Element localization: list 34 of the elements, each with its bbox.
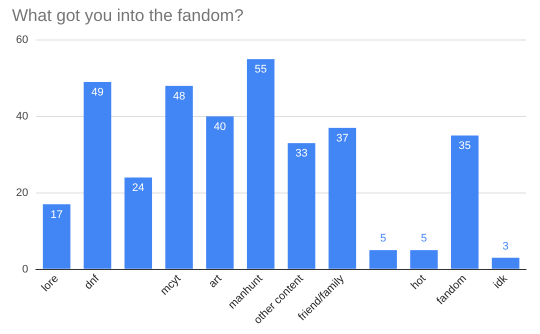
data-label: 3 bbox=[502, 240, 509, 252]
bar bbox=[165, 86, 193, 269]
data-label: 55 bbox=[254, 64, 267, 76]
data-label: 37 bbox=[336, 132, 348, 144]
data-label: 49 bbox=[91, 86, 104, 99]
y-tick-label: 20 bbox=[16, 186, 28, 199]
bar bbox=[84, 82, 112, 269]
y-tick-label: 0 bbox=[22, 263, 28, 276]
x-tick-label: lore bbox=[39, 272, 61, 294]
x-tick-label: art bbox=[206, 272, 224, 290]
x-tick-label: dnf bbox=[82, 272, 102, 292]
bar bbox=[369, 250, 397, 269]
chart-title: What got you into the fandom? bbox=[12, 6, 244, 26]
data-label: 5 bbox=[420, 232, 428, 245]
y-tick-label: 60 bbox=[16, 34, 28, 46]
bar bbox=[328, 128, 356, 269]
data-label: 35 bbox=[458, 140, 471, 152]
data-label: 5 bbox=[380, 232, 386, 245]
bar bbox=[451, 136, 479, 269]
x-tick-label: idk bbox=[491, 272, 510, 292]
bar bbox=[492, 258, 520, 269]
data-label: 17 bbox=[50, 208, 63, 221]
data-label: 48 bbox=[172, 90, 186, 102]
x-tick-label: hot bbox=[408, 272, 428, 292]
data-label: 33 bbox=[295, 148, 308, 160]
bar bbox=[206, 116, 234, 269]
bar bbox=[410, 250, 438, 269]
bar bbox=[246, 59, 274, 269]
bar bbox=[42, 204, 70, 269]
data-label: 40 bbox=[214, 120, 226, 133]
y-tick-label: 40 bbox=[16, 110, 28, 122]
data-label: 24 bbox=[132, 182, 144, 194]
bar bbox=[288, 143, 316, 269]
bar bbox=[124, 178, 152, 269]
